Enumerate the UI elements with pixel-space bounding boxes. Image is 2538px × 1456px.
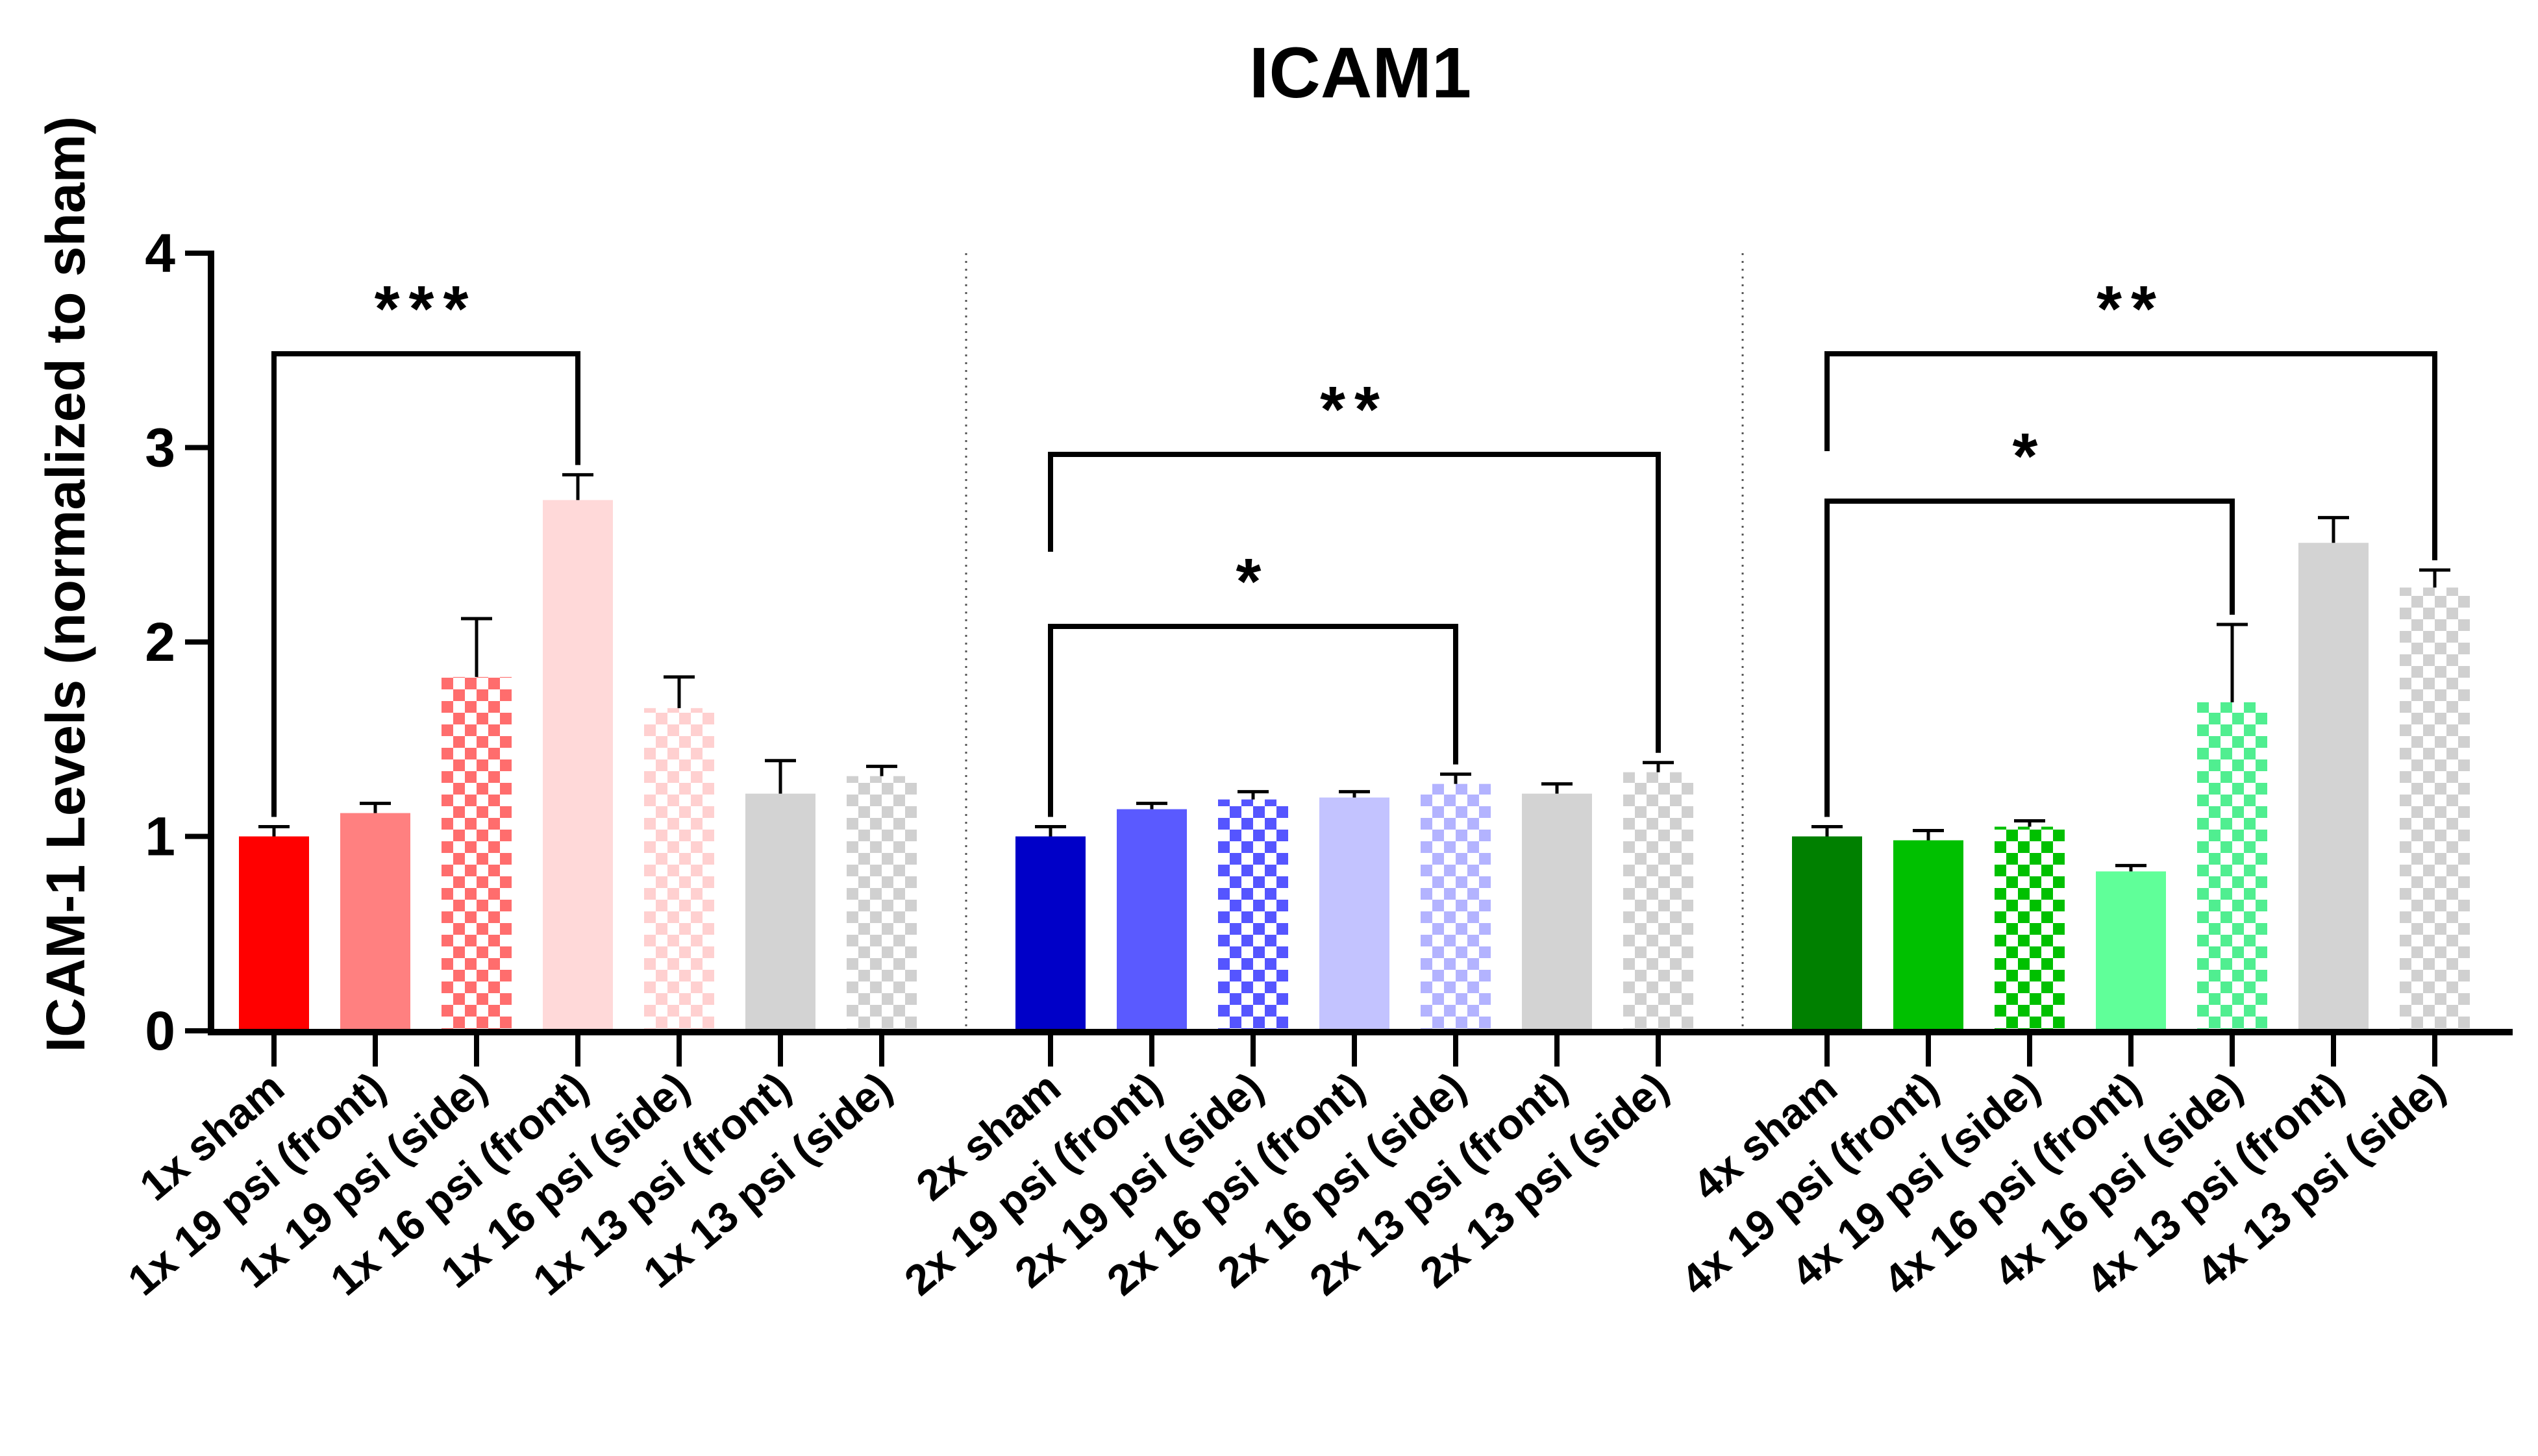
error-bar-13 xyxy=(1541,782,1573,794)
bar-20 xyxy=(2298,543,2369,1031)
bar-4 xyxy=(543,500,613,1031)
error-bar-17 xyxy=(2014,819,2045,827)
error-bar-4 xyxy=(562,473,593,500)
significance-bracket-3: ** xyxy=(1048,373,1661,753)
y-tick-label-4: 4 xyxy=(145,223,175,284)
error-bar-19 xyxy=(2217,623,2248,702)
error-bar-7 xyxy=(866,765,897,776)
bar-9 xyxy=(1117,809,1187,1031)
bar-8 xyxy=(1015,836,1086,1031)
error-bar-1 xyxy=(258,825,290,837)
significance-bracket-1: *** xyxy=(271,273,580,817)
y-axis-label: ICAM-1 Levels (normalized to sham) xyxy=(35,116,96,1052)
bracket-line xyxy=(1824,351,2437,561)
error-bar-8 xyxy=(1035,825,1066,837)
bar-15 xyxy=(1792,836,1862,1031)
significance-label: *** xyxy=(375,273,478,345)
error-bar-16 xyxy=(1913,829,1944,841)
bracket-line xyxy=(1824,499,2235,817)
bar-7 xyxy=(847,776,917,1031)
bar-17 xyxy=(1995,826,2065,1031)
bracket-line xyxy=(1048,624,1458,817)
bar-16 xyxy=(1893,840,1963,1031)
significance-label: * xyxy=(1236,545,1271,618)
significance-label: ** xyxy=(2096,273,2165,345)
bar-1 xyxy=(239,836,309,1031)
bracket-line xyxy=(1048,452,1661,753)
bar-3 xyxy=(442,676,512,1031)
error-bar-5 xyxy=(664,675,695,708)
bar-18 xyxy=(2096,871,2166,1031)
error-bar-10 xyxy=(1238,790,1269,800)
bar-2 xyxy=(340,813,410,1031)
error-bar-20 xyxy=(2318,515,2349,543)
y-tick-label-3: 3 xyxy=(145,417,175,478)
bar-13 xyxy=(1522,793,1592,1031)
y-tick-label-0: 0 xyxy=(145,1000,175,1061)
error-bar-3 xyxy=(461,617,492,677)
significance-label: * xyxy=(2013,420,2047,493)
y-tick-label-2: 2 xyxy=(145,611,175,672)
bracket-line xyxy=(271,351,580,817)
bar-19 xyxy=(2197,702,2267,1031)
bar-21 xyxy=(2400,587,2470,1031)
significance-bracket-5: ** xyxy=(1824,273,2437,561)
significance-label: ** xyxy=(1320,373,1389,446)
bar-6 xyxy=(745,793,815,1031)
error-bar-11 xyxy=(1339,790,1370,798)
significance-bracket-2: * xyxy=(1048,545,1458,817)
error-bar-18 xyxy=(2115,863,2146,872)
error-bar-14 xyxy=(1643,761,1674,772)
bar-11 xyxy=(1319,797,1389,1031)
error-bar-15 xyxy=(1811,825,1843,837)
error-bar-6 xyxy=(765,759,796,794)
error-bar-9 xyxy=(1136,802,1167,809)
y-tick-label-1: 1 xyxy=(145,806,175,867)
error-bar-2 xyxy=(360,802,391,813)
bar-5 xyxy=(644,708,714,1031)
bar-14 xyxy=(1623,772,1693,1031)
error-bar-12 xyxy=(1440,772,1471,784)
bar-10 xyxy=(1218,799,1288,1031)
bar-12 xyxy=(1421,784,1491,1031)
chart-title: ICAM1 xyxy=(1249,33,1471,113)
significance-bracket-4: * xyxy=(1824,420,2235,817)
error-bar-21 xyxy=(2419,568,2450,588)
